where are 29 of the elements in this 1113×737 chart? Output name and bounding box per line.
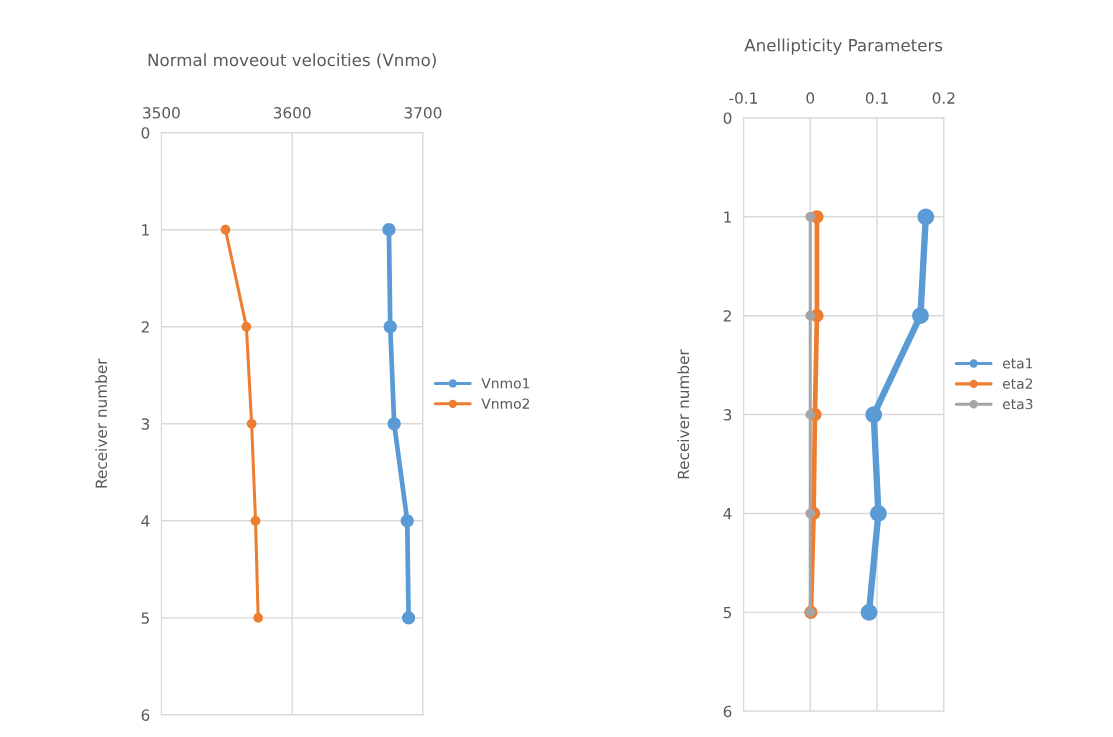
y-tick-label: 1 xyxy=(142,224,149,236)
y-tick-label: 0 xyxy=(141,127,150,139)
y-tick-label: 6 xyxy=(141,709,150,721)
y-tick-label: 6 xyxy=(723,705,732,718)
x-tick-label: 0.1 xyxy=(865,92,888,104)
x-tick-label: 3700 xyxy=(404,107,442,119)
chart-title: Anellipticity Parameters xyxy=(744,38,943,55)
x-tick-label: 3500 xyxy=(143,107,180,119)
y-tick-label: 2 xyxy=(723,310,731,322)
y-tick-label: 1 xyxy=(724,211,731,223)
legend-label: eta3 xyxy=(1002,398,1033,410)
x-tick-label: 0.2 xyxy=(932,92,955,104)
x-tick-label: -0.1 xyxy=(729,92,757,104)
y-tick-label: 3 xyxy=(141,418,150,430)
y-tick-label: 3 xyxy=(723,409,732,421)
y-tick-label: 5 xyxy=(141,612,149,624)
y-axis-title: Receiver number xyxy=(677,349,690,479)
legend-label: eta2 xyxy=(1002,378,1033,389)
y-tick-label: 2 xyxy=(141,321,149,333)
legend-label: Vnmo1 xyxy=(481,378,530,389)
chart-title: Normal moveout velocities (Vnmo) xyxy=(148,53,436,69)
legend-label: Vnmo2 xyxy=(481,398,530,409)
x-tick-label: 0 xyxy=(806,92,815,104)
y-tick-label: 5 xyxy=(723,606,732,619)
y-axis-title: Receiver number xyxy=(95,358,108,488)
x-tick-label: 3600 xyxy=(273,107,311,119)
y-tick-label: 4 xyxy=(141,515,150,527)
y-tick-label: 4 xyxy=(723,508,732,520)
legend-label: eta1 xyxy=(1002,358,1033,369)
